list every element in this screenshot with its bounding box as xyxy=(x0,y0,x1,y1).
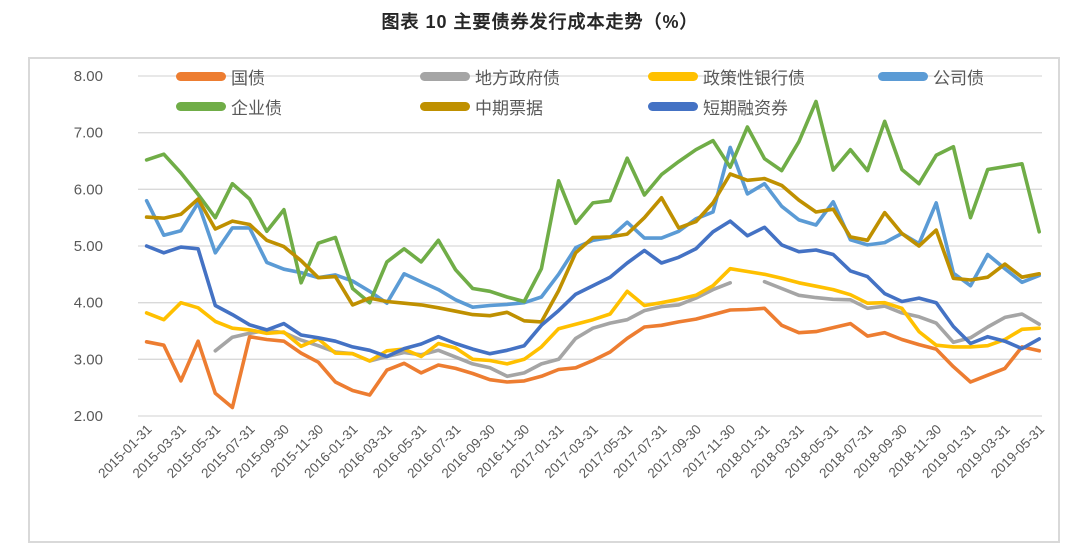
legend-label: 企业债 xyxy=(231,98,282,118)
series-line-地方政府债 xyxy=(213,279,1041,379)
legend-swatch-icon xyxy=(420,101,470,111)
legend-swatch-icon xyxy=(648,71,698,81)
legend-swatch-icon xyxy=(420,71,470,81)
legend-item-公司债: 公司债 xyxy=(878,66,984,88)
legend-swatch-icon xyxy=(878,71,928,81)
legend-item-政策性银行债: 政策性银行债 xyxy=(648,66,805,88)
y-axis-tick-label: 4.00 xyxy=(74,295,103,312)
series-line-短期融资券 xyxy=(144,219,1041,359)
legend-swatch-icon xyxy=(176,101,226,111)
legend-label: 公司债 xyxy=(933,68,984,88)
legend-label: 地方政府债 xyxy=(475,68,560,88)
legend-label: 中期票据 xyxy=(475,98,543,118)
series-line-国债 xyxy=(144,306,1041,410)
chart-frame xyxy=(28,57,1060,543)
legend-item-地方政府债: 地方政府债 xyxy=(420,66,560,88)
chart-title: 图表 10 主要债券发行成本走势（%） xyxy=(381,12,699,32)
y-axis-tick-label: 7.00 xyxy=(74,125,103,142)
legend-swatch-icon xyxy=(176,71,226,81)
legend-label: 短期融资券 xyxy=(703,98,788,118)
series-line-政策性银行债 xyxy=(144,266,1041,366)
legend-label: 政策性银行债 xyxy=(703,68,805,88)
legend-swatch-icon xyxy=(648,101,698,111)
series-line-企业债 xyxy=(144,99,1041,305)
series-line-公司债 xyxy=(144,145,1041,309)
y-axis-tick-label: 2.00 xyxy=(74,408,103,425)
y-axis-tick-label: 6.00 xyxy=(74,181,103,198)
legend-item-短期融资券: 短期融资券 xyxy=(648,96,788,118)
y-axis-tick-label: 8.00 xyxy=(74,68,103,85)
legend-item-国债: 国债 xyxy=(176,66,265,88)
y-axis-tick-label: 3.00 xyxy=(74,351,103,368)
series-line-中期票据 xyxy=(144,172,1041,324)
legend-item-中期票据: 中期票据 xyxy=(420,96,543,118)
y-axis-tick-label: 5.00 xyxy=(74,238,103,255)
legend-label: 国债 xyxy=(231,68,265,88)
legend-item-企业债: 企业债 xyxy=(176,96,282,118)
